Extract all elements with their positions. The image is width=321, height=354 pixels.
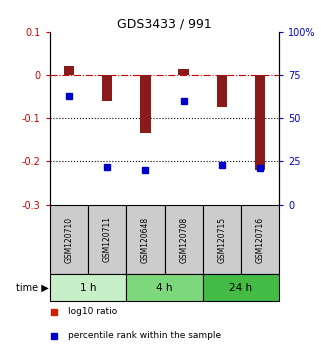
Bar (50, 205, 88, 274)
Text: GSM120711: GSM120711 (103, 216, 112, 262)
Bar (241, 205, 279, 274)
Text: GSM120708: GSM120708 (179, 216, 188, 263)
Bar (50, 274, 126, 301)
Text: percentile rank within the sample: percentile rank within the sample (68, 331, 221, 340)
Bar (164, 205, 203, 274)
Bar (126, 205, 164, 274)
Text: 4 h: 4 h (156, 283, 173, 293)
Bar (203, 205, 241, 274)
Text: GSM120716: GSM120716 (256, 216, 265, 263)
Bar (255, 75, 265, 170)
Bar (203, 274, 279, 301)
Bar (217, 75, 227, 107)
Text: log10 ratio: log10 ratio (68, 308, 117, 316)
Bar (178, 69, 189, 75)
Text: GSM120710: GSM120710 (65, 216, 74, 263)
Bar (64, 67, 74, 75)
Text: 1 h: 1 h (80, 283, 96, 293)
Bar (126, 274, 203, 301)
Title: GDS3433 / 991: GDS3433 / 991 (117, 18, 212, 31)
Text: GSM120715: GSM120715 (217, 216, 226, 263)
Text: GSM120648: GSM120648 (141, 216, 150, 263)
Text: 24 h: 24 h (230, 283, 253, 293)
Bar (102, 75, 112, 101)
Text: time ▶: time ▶ (16, 283, 49, 293)
Bar (140, 75, 151, 133)
Bar (88, 205, 126, 274)
